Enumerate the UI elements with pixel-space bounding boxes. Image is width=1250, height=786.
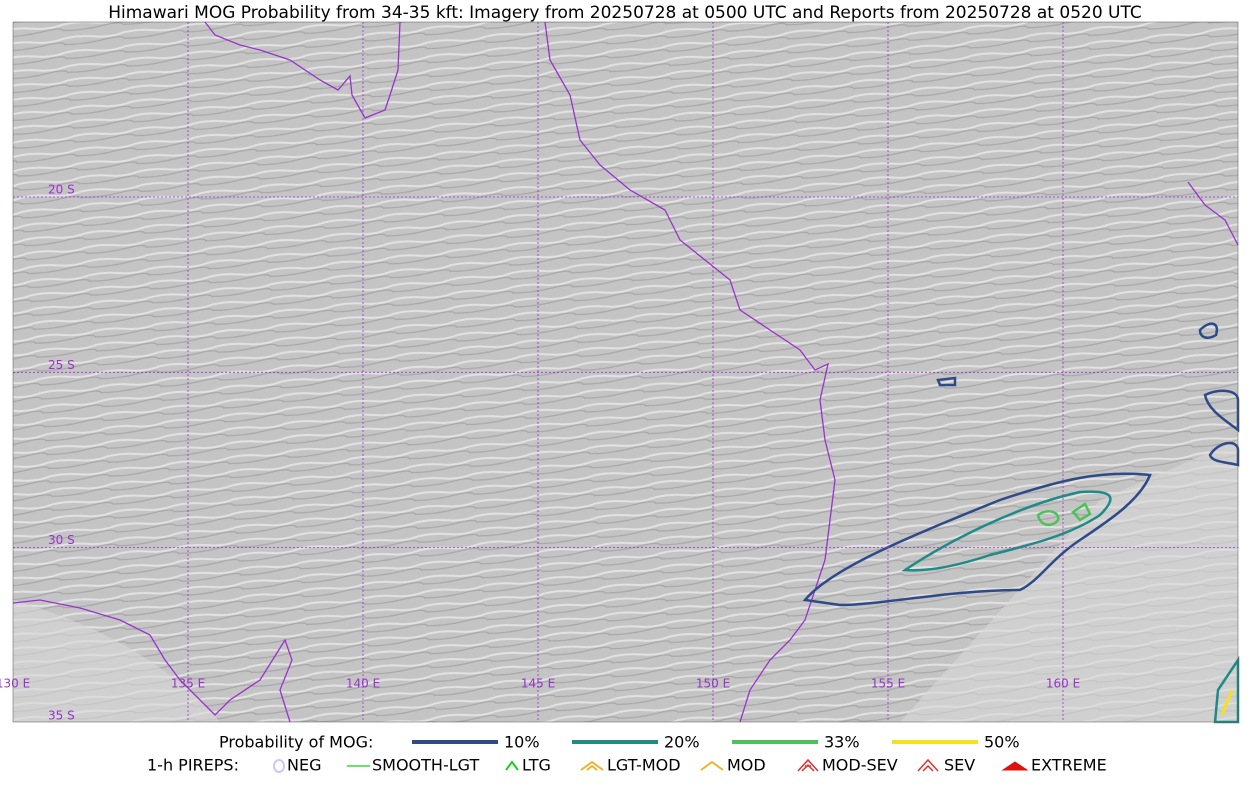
legend: Probability of MOG: 10% 20% 33% 50% 1-h PIREP… (147, 733, 1107, 775)
pirep-marker (505, 760, 519, 771)
imagery-texture (13, 440, 1238, 722)
coastline (1187, 181, 1239, 246)
pirep-marker (917, 758, 939, 772)
lon-label: 140 E (346, 677, 380, 691)
legend-label: 50% (984, 733, 1020, 752)
pirep-marker (797, 758, 819, 772)
legend-label: MOD (727, 756, 766, 775)
legend-label: EXTREME (1031, 756, 1107, 775)
map: 130 E 135 E 140 E 145 E 150 E 155 E 160 E 20 S 2… (0, 21, 1240, 724)
legend-label: SEV (944, 756, 975, 775)
lon-label: 135 E (171, 677, 205, 691)
pirep-marker (273, 759, 285, 773)
legend-label: MOD-SEV (822, 756, 898, 775)
contour-50 (1220, 689, 1234, 716)
pirep-marker (700, 760, 724, 771)
coastline (544, 21, 836, 723)
lat-label: 25 S (48, 358, 75, 372)
legend-label: LTG (522, 756, 551, 775)
lat-label: 35 S (48, 708, 75, 722)
legend-label: SMOOTH-LGT (372, 756, 479, 775)
pirep-marker (1001, 761, 1029, 771)
coastline (12, 599, 293, 723)
title: Himawari MOG Probability from 34-35 kft:… (108, 3, 1142, 23)
lon-label: 155 E (871, 677, 905, 691)
coastline (204, 21, 401, 119)
legend-label: LGT-MOD (607, 756, 681, 775)
lon-label: 160 E (1046, 677, 1080, 691)
contour-20 (901, 490, 1112, 572)
lat-label: 30 S (48, 533, 75, 547)
pirep-marker (580, 760, 604, 771)
lon-label: 130 E (0, 677, 30, 691)
graticule: 130 E 135 E 140 E 145 E 150 E 155 E 160 E 20 S 2… (0, 21, 1239, 723)
contour-10 (802, 472, 1152, 607)
legend-label: NEG (287, 756, 321, 775)
legend-label: 33% (824, 733, 860, 752)
legend-label: 10% (504, 733, 540, 752)
lon-label: 145 E (521, 677, 555, 691)
legend-label: 20% (664, 733, 700, 752)
lat-label: 20 S (48, 183, 75, 197)
legend-title: 1-h PIREPS: (147, 756, 239, 775)
contour-33 (1036, 502, 1092, 527)
legend-title: Probability of MOG: (219, 733, 373, 752)
lon-label: 150 E (696, 677, 730, 691)
map-frame (12, 21, 1239, 723)
